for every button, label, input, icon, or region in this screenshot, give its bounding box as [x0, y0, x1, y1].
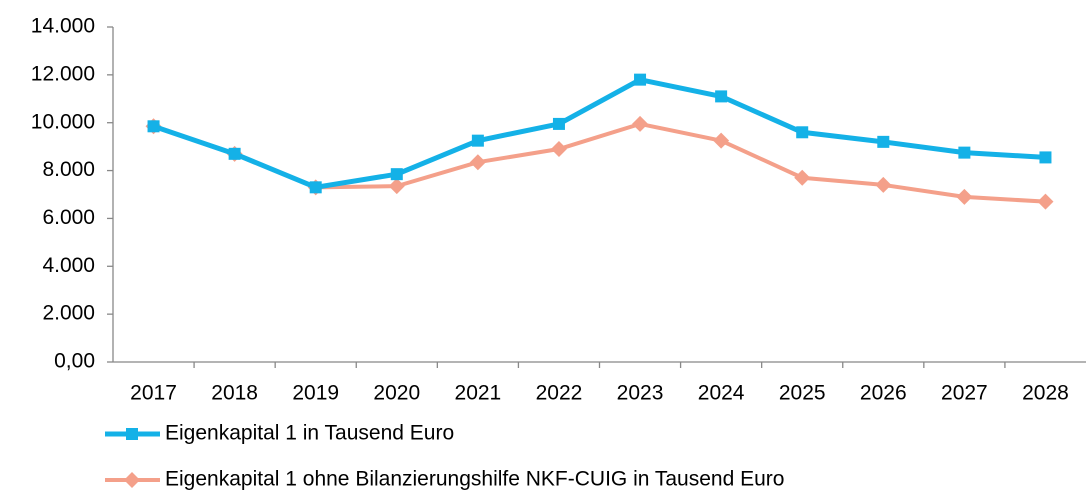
- data-point: [634, 73, 647, 86]
- x-tick-label: 2017: [130, 382, 177, 405]
- data-point: [794, 169, 811, 186]
- data-point: [147, 120, 160, 133]
- data-point: [632, 115, 649, 132]
- y-tick-label: 2.000: [42, 302, 95, 325]
- data-point: [958, 146, 971, 159]
- data-point: [390, 168, 403, 181]
- data-point: [1039, 151, 1052, 164]
- x-tick-label: 2021: [455, 382, 502, 405]
- x-tick-label: 2028: [1022, 382, 1069, 405]
- y-tick-label: 6.000: [42, 206, 95, 229]
- x-tick-label: 2022: [536, 382, 583, 405]
- data-point: [469, 154, 486, 171]
- x-tick-label: 2027: [941, 382, 988, 405]
- x-tick-label: 2026: [860, 382, 907, 405]
- data-point: [796, 126, 809, 139]
- data-point: [550, 141, 567, 158]
- y-tick-label: 4.000: [42, 254, 95, 277]
- series-line: [152, 121, 1046, 204]
- data-point: [1037, 193, 1054, 210]
- x-tick-label: 2019: [292, 382, 339, 405]
- data-point: [715, 90, 728, 103]
- data-point: [228, 147, 241, 160]
- x-tick-label: 2024: [698, 382, 745, 405]
- data-point: [877, 135, 890, 148]
- legend-marker: [126, 428, 138, 440]
- y-tick-label: 10.000: [31, 110, 95, 133]
- x-tick-label: 2023: [617, 382, 664, 405]
- data-point: [875, 176, 892, 193]
- x-tick-label: 2025: [779, 382, 826, 405]
- x-tick-label: 2020: [373, 382, 420, 405]
- data-point: [309, 181, 322, 194]
- y-tick-label: 14.000: [31, 15, 95, 38]
- legend-marker: [124, 472, 140, 488]
- data-point: [956, 188, 973, 205]
- data-point: [552, 117, 565, 130]
- legend-label: Eigenkapital 1 in Tausend Euro: [165, 422, 454, 445]
- series-line: [152, 77, 1046, 190]
- y-tick-label: 12.000: [31, 62, 95, 85]
- x-tick-label: 2018: [211, 382, 258, 405]
- y-tick-label: 8.000: [42, 158, 95, 181]
- data-point: [713, 132, 730, 149]
- legend-label: Eigenkapital 1 ohne Bilanzierungshilfe N…: [165, 468, 784, 491]
- data-point: [471, 134, 484, 147]
- y-tick-label: 0,00: [54, 350, 95, 373]
- data-point: [388, 178, 405, 195]
